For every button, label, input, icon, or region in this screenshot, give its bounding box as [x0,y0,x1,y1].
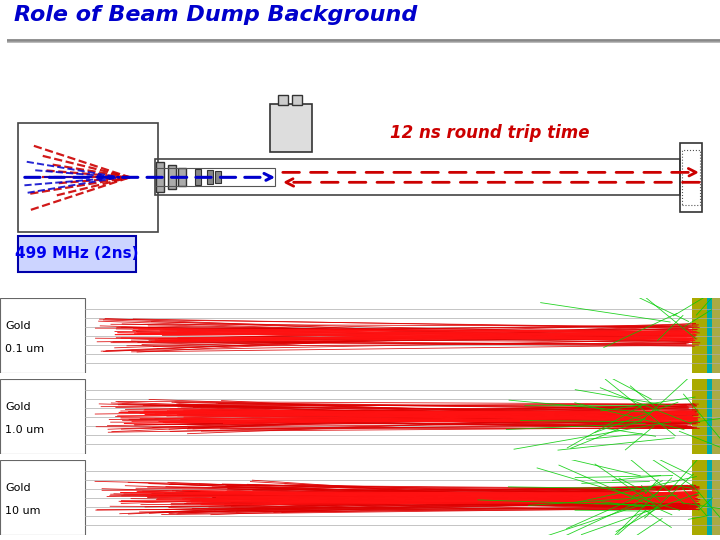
Bar [712,460,720,535]
Bar [207,171,213,184]
Bar [680,143,702,212]
Bar [682,150,700,205]
Bar [692,298,708,373]
Text: Gold: Gold [5,402,31,413]
Bar [712,298,720,373]
Text: 0.1 um: 0.1 um [5,344,44,354]
Bar [0,460,85,535]
Bar [707,379,713,454]
Bar [692,460,708,535]
Bar [18,236,136,272]
Text: Gold: Gold [5,483,31,494]
Bar [168,165,176,189]
Bar [270,104,312,152]
Text: 10 um: 10 um [5,506,40,516]
Bar [0,298,85,373]
Bar [178,168,186,186]
Bar [712,379,720,454]
Text: 1.0 um: 1.0 um [5,425,44,435]
Bar [156,163,164,192]
Bar [707,298,713,373]
Text: Gold: Gold [5,321,31,332]
Text: Role of Beam Dump Background: Role of Beam Dump Background [14,5,418,25]
Bar [195,170,201,185]
Bar [0,379,85,454]
Bar [18,123,158,232]
Bar [707,460,713,535]
Text: 499 MHz (2ns): 499 MHz (2ns) [15,246,139,261]
Bar [155,168,275,186]
Text: 12 ns round trip time: 12 ns round trip time [390,124,590,141]
Bar [692,379,708,454]
Bar [215,171,221,183]
Bar [278,95,288,105]
Bar [155,159,680,195]
Bar [292,95,302,105]
